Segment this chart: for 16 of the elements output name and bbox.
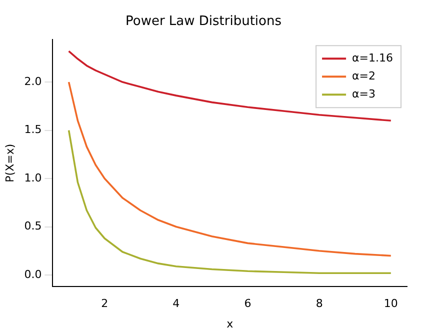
x-tick-label: 2 <box>101 297 108 310</box>
y-tick-label: 1.0 <box>24 171 42 184</box>
y-axis-title: P(X=x) <box>3 144 16 182</box>
y-tick-label: 2.0 <box>24 74 42 88</box>
x-axis-title: x <box>226 317 234 330</box>
legend-label: α=2 <box>352 69 376 82</box>
y-tick-label: 1.5 <box>24 123 42 136</box>
legend-label: α=3 <box>352 87 376 100</box>
chart-title: Power Law Distributions <box>125 14 282 30</box>
x-tick-label: 8 <box>316 297 323 310</box>
y-tick-label: 0.5 <box>24 220 42 233</box>
x-tick-label: 4 <box>172 297 180 310</box>
x-tick-label: 6 <box>244 297 252 310</box>
y-tick-label: 0.0 <box>24 268 42 281</box>
x-tick-label: 10 <box>384 297 398 310</box>
legend-label: α=1.16 <box>352 51 394 64</box>
